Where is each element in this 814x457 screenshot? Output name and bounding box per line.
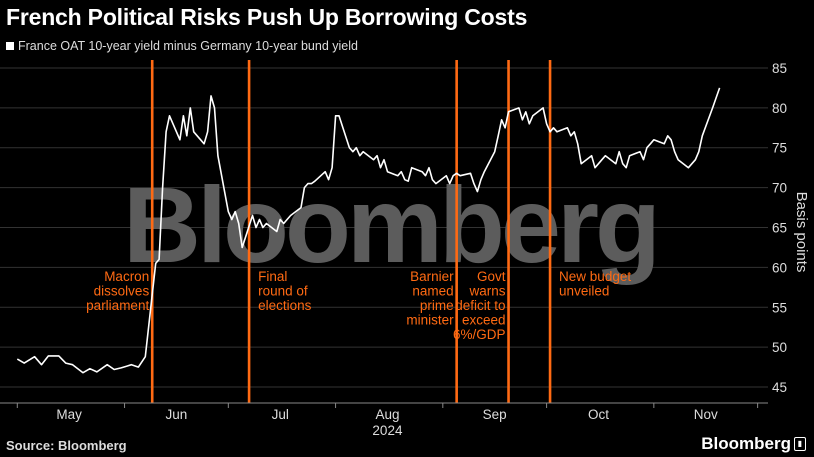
- x-tick-label: Sep: [483, 407, 507, 422]
- watermark: Bloomberg: [123, 164, 657, 285]
- annotation-line: minister: [406, 313, 454, 328]
- event-annotation: Final round of elections: [258, 269, 312, 313]
- annotation-line: exceed: [462, 313, 506, 328]
- annotation-line: dissolves: [94, 284, 150, 299]
- bloomberg-logo: Bloomberg ▮: [701, 434, 806, 454]
- chart-title: French Political Risks Push Up Borrowing…: [6, 4, 528, 30]
- y-tick-label: 70: [772, 181, 787, 196]
- event-annotation: Barnier named prime minister: [406, 269, 454, 328]
- y-tick-label: 60: [772, 260, 787, 275]
- source-note: Source: Bloomberg: [6, 438, 127, 453]
- y-tick-label: 80: [772, 101, 787, 116]
- y-tick-label: 65: [772, 221, 787, 236]
- annotation-line: named: [412, 284, 453, 299]
- annotation-line: Barnier: [410, 269, 454, 284]
- annotation-line: Final: [258, 269, 287, 284]
- annotation-line: round of: [258, 284, 308, 299]
- annotation-line: prime: [420, 298, 454, 313]
- event-annotation: Macron dissolves parliament: [86, 269, 149, 313]
- event-annotation: New budget unveiled: [559, 269, 631, 299]
- x-tick-label: Aug: [375, 407, 399, 422]
- annotation-line: 6%/GDP: [453, 327, 506, 342]
- y-tick-label: 45: [772, 380, 787, 395]
- y-tick-label: 55: [772, 300, 787, 315]
- y-axis-title: Basis points: [793, 192, 810, 273]
- x-year-label: 2024: [372, 423, 403, 438]
- y-tick-label: 85: [772, 61, 787, 76]
- annotation-line: deficit to: [455, 298, 505, 313]
- spread-series-line: [16, 87, 721, 374]
- annotation-line: parliament: [86, 298, 149, 313]
- legend-label: France OAT 10-year yield minus Germany 1…: [18, 39, 358, 53]
- event-annotation: Govt warns deficit to exceed 6%/GDP: [453, 269, 506, 342]
- chart-icon: ▮: [794, 437, 806, 451]
- x-tick-label: Jul: [272, 407, 289, 422]
- annotation-line: elections: [258, 298, 312, 313]
- annotation-line: Macron: [104, 269, 149, 284]
- y-tick-label: 50: [772, 340, 787, 355]
- annotation-line: New budget: [559, 269, 631, 284]
- x-tick-label: Oct: [588, 407, 609, 422]
- annotation-line: warns: [469, 284, 506, 299]
- logo-text: Bloomberg: [701, 434, 791, 453]
- x-tick-label: Jun: [166, 407, 188, 422]
- x-tick-label: Nov: [694, 407, 718, 422]
- annotation-line: Govt: [477, 269, 506, 284]
- x-tick-label: May: [56, 407, 82, 422]
- annotation-line: unveiled: [559, 284, 609, 299]
- y-tick-label: 75: [772, 141, 787, 156]
- legend-swatch: [6, 42, 14, 50]
- chart-legend: France OAT 10-year yield minus Germany 1…: [6, 39, 358, 53]
